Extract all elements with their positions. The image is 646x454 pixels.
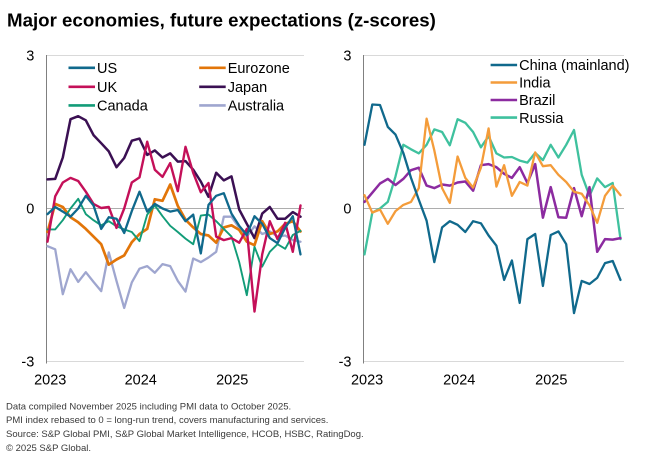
svg-text:Eurozone: Eurozone bbox=[228, 61, 290, 77]
svg-text:-3: -3 bbox=[21, 355, 34, 371]
svg-text:3: 3 bbox=[26, 49, 34, 65]
svg-text:PMI index rebased to 0 = long-: PMI index rebased to 0 = long-run trend,… bbox=[6, 415, 328, 426]
svg-text:China (mainland): China (mainland) bbox=[519, 58, 629, 74]
svg-text:-3: -3 bbox=[339, 355, 352, 371]
svg-text:0: 0 bbox=[343, 202, 351, 218]
svg-text:Australia: Australia bbox=[228, 99, 285, 115]
svg-text:Canada: Canada bbox=[97, 99, 149, 115]
svg-text:US: US bbox=[97, 61, 117, 77]
svg-text:Major economies, future expect: Major economies, future expectations (z-… bbox=[7, 10, 436, 31]
svg-text:2024: 2024 bbox=[443, 372, 475, 388]
svg-text:UK: UK bbox=[97, 80, 117, 96]
svg-text:© 2025 S&P Global.: © 2025 S&P Global. bbox=[6, 443, 91, 454]
svg-text:Brazil: Brazil bbox=[519, 93, 555, 109]
svg-text:2023: 2023 bbox=[34, 372, 66, 388]
svg-text:Russia: Russia bbox=[519, 111, 564, 127]
svg-text:Japan: Japan bbox=[228, 80, 268, 96]
svg-text:Data compiled November 2025 in: Data compiled November 2025 including PM… bbox=[6, 402, 291, 413]
svg-text:2025: 2025 bbox=[535, 372, 567, 388]
svg-text:2023: 2023 bbox=[351, 372, 383, 388]
svg-text:2025: 2025 bbox=[216, 372, 248, 388]
svg-text:Source: S&P Global PMI, S&P Gl: Source: S&P Global PMI, S&P Global Marke… bbox=[6, 429, 364, 440]
svg-text:2024: 2024 bbox=[125, 372, 157, 388]
svg-text:India: India bbox=[519, 76, 551, 92]
svg-text:0: 0 bbox=[26, 202, 34, 218]
svg-text:3: 3 bbox=[343, 49, 351, 65]
